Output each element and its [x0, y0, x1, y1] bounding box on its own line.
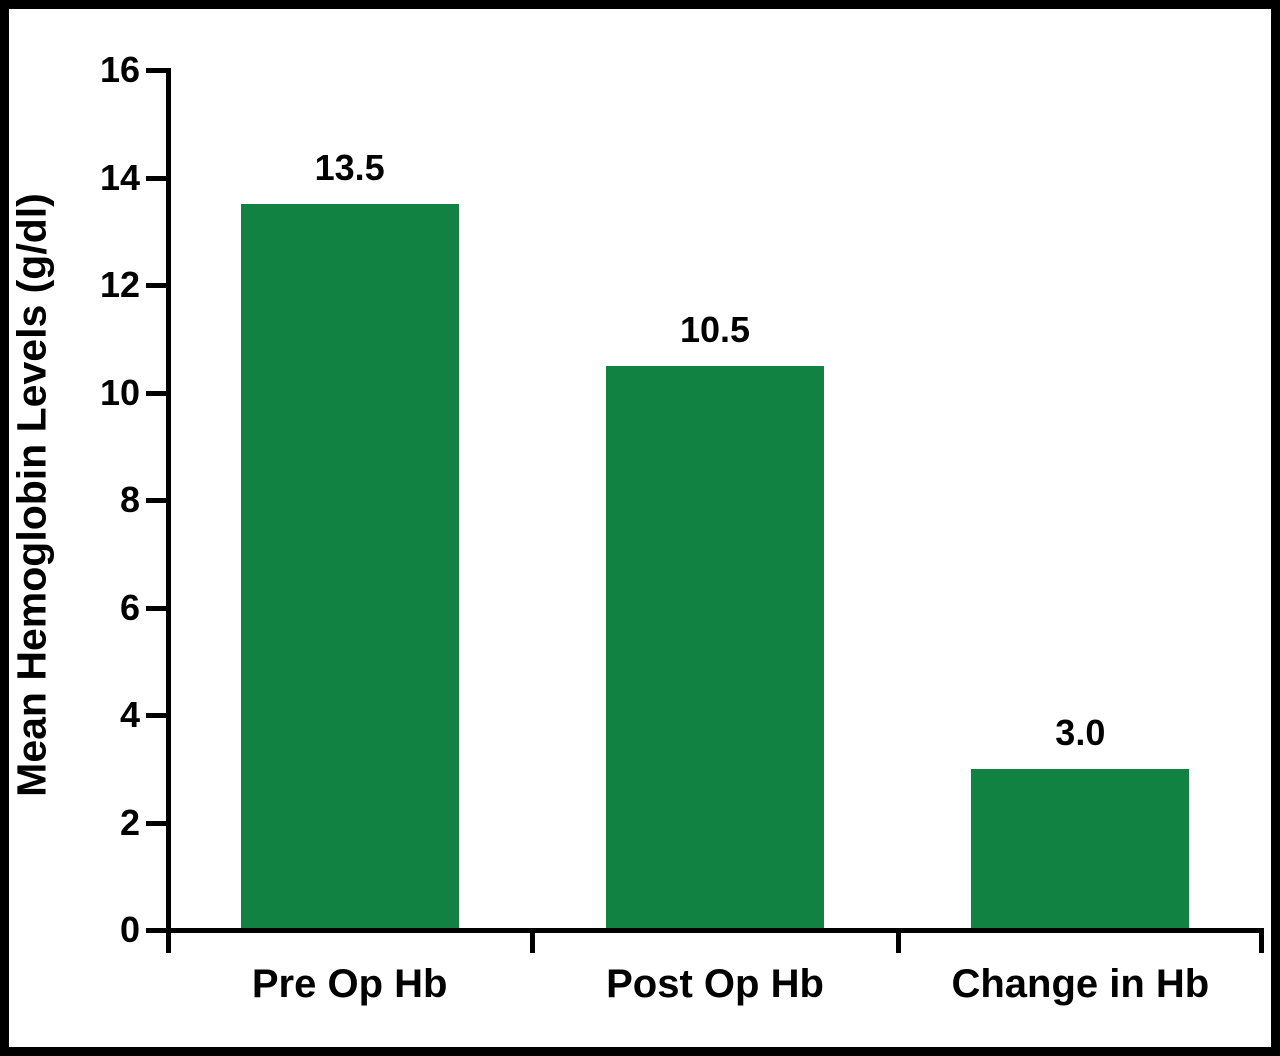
y-tick-label: 0 — [119, 909, 140, 950]
y-tick-label: 16 — [99, 49, 140, 90]
y-tick — [146, 68, 166, 73]
y-tick-label: 4 — [119, 694, 140, 735]
y-tick — [146, 498, 166, 503]
y-tick — [146, 713, 166, 718]
y-axis-line — [166, 68, 171, 953]
x-axis-line — [166, 928, 1264, 933]
category-label: Change in Hb — [951, 962, 1210, 1006]
y-tick-label: 12 — [99, 264, 140, 305]
category-label: Post Op Hb — [606, 962, 824, 1006]
plot-area: 0 2 4 6 8 10 12 14 16 13.5 Pre Op Hb 10.5 Post Op Hb… — [9, 9, 1271, 1047]
y-tick — [146, 175, 166, 181]
category-label: Pre Op Hb — [251, 962, 448, 1006]
x-boundary-tick — [895, 930, 901, 953]
y-tick — [146, 820, 166, 826]
y-tick — [146, 390, 166, 396]
y-tick-label: 2 — [119, 801, 140, 843]
y-tick-label: 8 — [119, 479, 140, 520]
y-tick-label: 10 — [99, 371, 140, 413]
x-end-tick — [1259, 930, 1264, 953]
bar — [971, 768, 1190, 931]
y-tick-label: 14 — [99, 156, 140, 198]
x-boundary-tick — [530, 930, 536, 953]
y-tick — [146, 928, 166, 933]
y-tick-label: 6 — [119, 586, 140, 628]
bar-value-label: 3.0 — [1055, 711, 1106, 753]
y-axis-title: Mean Hemoglobin Levels (g/dl) — [8, 193, 55, 797]
bar-value-label: 10.5 — [679, 308, 751, 350]
bar — [240, 204, 459, 931]
y-tick — [146, 605, 166, 611]
bar — [606, 365, 824, 931]
y-tick — [146, 283, 166, 288]
bar-value-label: 13.5 — [314, 147, 385, 189]
